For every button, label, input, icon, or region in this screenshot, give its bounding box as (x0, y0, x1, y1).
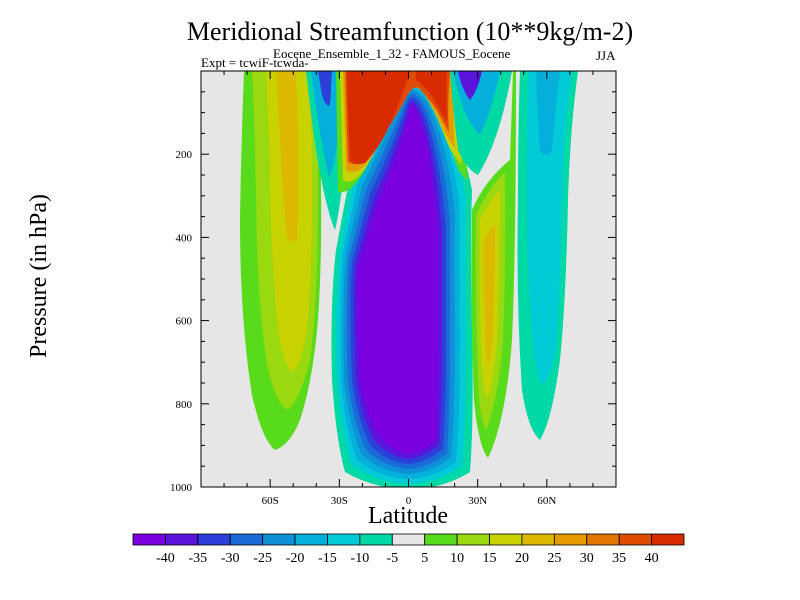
x-tick-label: 60S (262, 495, 279, 507)
colorbar-label: 5 (421, 551, 428, 566)
colorbar-swatch (456, 533, 490, 546)
colorbar-label: 35 (612, 551, 626, 566)
colorbar-label: -20 (286, 551, 305, 566)
colorbar-swatch (391, 533, 426, 546)
contour-region (526, 71, 572, 385)
colorbar-swatch (359, 533, 393, 546)
colorbar-label: 15 (483, 551, 497, 566)
x-axis-label: Latitude (368, 503, 448, 529)
colorbar-swatch (165, 533, 199, 546)
colorbar-label: 40 (645, 551, 659, 566)
chart-subtitle: Eocene_Ensemble_1_32 - FAMOUS_Eocene (273, 46, 511, 61)
contour-region (458, 71, 482, 100)
colorbar-label: 30 (580, 551, 594, 566)
chart-title: Meridional Streamfunction (10**9kg/m-2) (186, 17, 634, 46)
x-tick-label: 30S (331, 495, 348, 507)
y-tick-label: 1000 (170, 482, 193, 494)
contour-region (416, 71, 447, 122)
x-tick-label: 0 (406, 495, 412, 507)
colorbar-swatch (294, 533, 328, 546)
colorbar: -40 -35 -30 -25 -20 -15 -10 -5 5 10 15 20 25 30 35 40 (132, 533, 685, 566)
colorbar-swatch (197, 533, 231, 546)
y-tick-labels: 200 400 600 800 1000 (170, 149, 193, 494)
x-tick-labels: 60S 30S 0 30N 60N (262, 495, 557, 507)
contour-region (311, 71, 338, 178)
season-label: JJA (596, 48, 616, 63)
colorbar-swatch (521, 533, 555, 546)
x-tick-label: 60N (537, 495, 556, 507)
contour-region (536, 71, 560, 155)
contour-region (357, 105, 438, 454)
colorbar-label: -5 (386, 551, 398, 566)
contour-region (276, 71, 299, 242)
axis-ticks (200, 70, 617, 488)
colorbar-swatch (132, 533, 166, 546)
colorbar-label: 25 (547, 551, 561, 566)
experiment-label: Expt = tcwiF-tcwda- (201, 55, 309, 70)
contour-region (347, 71, 410, 164)
colorbar-swatch (553, 533, 588, 546)
y-tick-label: 800 (176, 399, 193, 411)
colorbar-swatch (489, 533, 523, 546)
colorbar-swatch (618, 533, 652, 546)
y-tick-label: 200 (176, 149, 193, 161)
contour-region (318, 71, 332, 106)
colorbar-label: -10 (351, 551, 370, 566)
x-tick-label: 30N (468, 495, 487, 507)
colorbar-label: 20 (515, 551, 529, 566)
colorbar-label: 10 (450, 551, 464, 566)
colorbar-swatch (586, 533, 620, 546)
y-tick-label: 400 (176, 232, 193, 244)
y-tick-label: 600 (176, 316, 193, 328)
contour-field (240, 71, 578, 487)
colorbar-label: -35 (188, 551, 207, 566)
colorbar-swatch (327, 533, 361, 546)
contour-region (483, 225, 495, 365)
colorbar-swatch (651, 533, 685, 546)
colorbar-swatch (229, 533, 264, 546)
colorbar-label: -30 (221, 551, 240, 566)
colorbar-label: -25 (253, 551, 272, 566)
colorbar-label: -40 (156, 551, 175, 566)
colorbar-swatch (262, 533, 296, 546)
colorbar-swatch (424, 533, 458, 546)
colorbar-label: -15 (318, 551, 337, 566)
